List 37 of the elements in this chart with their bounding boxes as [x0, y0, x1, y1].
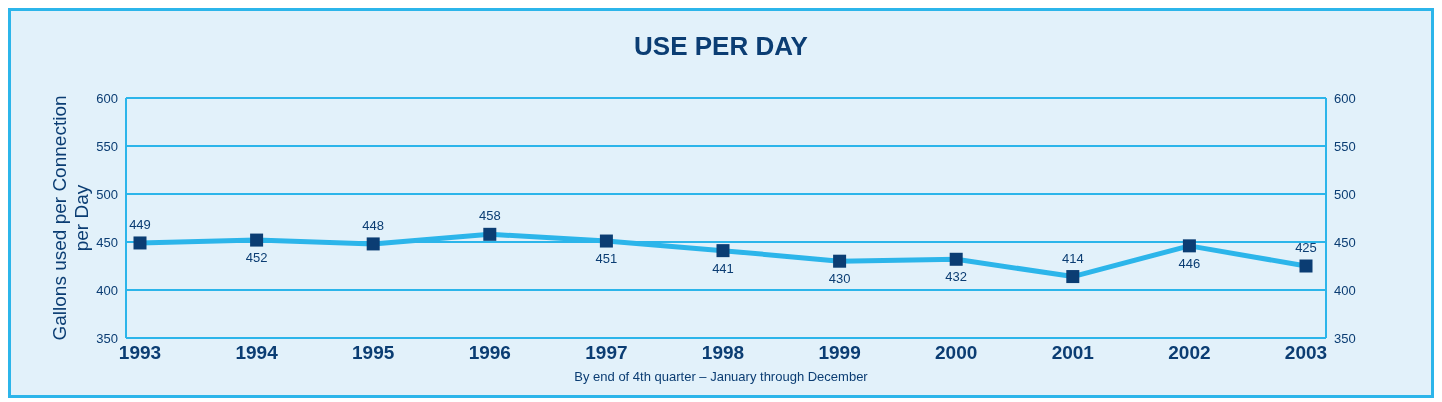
x-tick-label: 1999: [818, 342, 861, 364]
y2-tick-label: 350: [1334, 330, 1356, 346]
data-label: 414: [1061, 250, 1084, 266]
y-tick-label: 400: [96, 282, 118, 298]
y-axis-title: Gallons used per Connection per Day: [49, 95, 92, 341]
y2-tick-label: 550: [1334, 138, 1356, 154]
x-tick-label: 2003: [1284, 342, 1328, 364]
y2-tick-label: 600: [1334, 90, 1356, 106]
y-tick-label: 500: [96, 186, 118, 202]
data-label: 458: [478, 208, 501, 224]
y-tick-label: 450: [96, 234, 118, 250]
data-label: 425: [1295, 240, 1317, 255]
chart-title: USE PER DAY: [633, 30, 809, 63]
text: By end of 4th quarter – January through December: [573, 369, 869, 384]
data-label: 451: [595, 251, 618, 267]
y2-tick-label: 500: [1334, 186, 1356, 202]
x-tick-label: 2000: [935, 342, 978, 364]
x-tick-label: 1998: [701, 342, 745, 364]
data-label: 452: [245, 250, 268, 266]
y-tick-label: 600: [96, 90, 118, 106]
x-tick-label: 2002: [1168, 342, 1211, 364]
y2-tick-label: 400: [1334, 282, 1356, 298]
data-label: 449: [129, 216, 151, 232]
x-tick-label: 2001: [1051, 342, 1095, 364]
x-tick-label: 1994: [235, 342, 279, 364]
y2-tick-label: 450: [1334, 234, 1356, 250]
data-label: 430: [828, 271, 851, 287]
data-label: 448: [362, 217, 385, 233]
data-label: 446: [1178, 255, 1201, 271]
x-tick-label: 1997: [585, 342, 628, 364]
data-label: 432: [945, 269, 968, 285]
y-tick-label: 550: [96, 138, 118, 154]
x-tick-label: 1995: [352, 342, 395, 364]
data-label: 441: [712, 260, 734, 276]
x-tick-label: 1993: [118, 342, 162, 364]
y-tick-label: 350: [96, 330, 118, 346]
x-tick-label: 1996: [468, 342, 511, 364]
